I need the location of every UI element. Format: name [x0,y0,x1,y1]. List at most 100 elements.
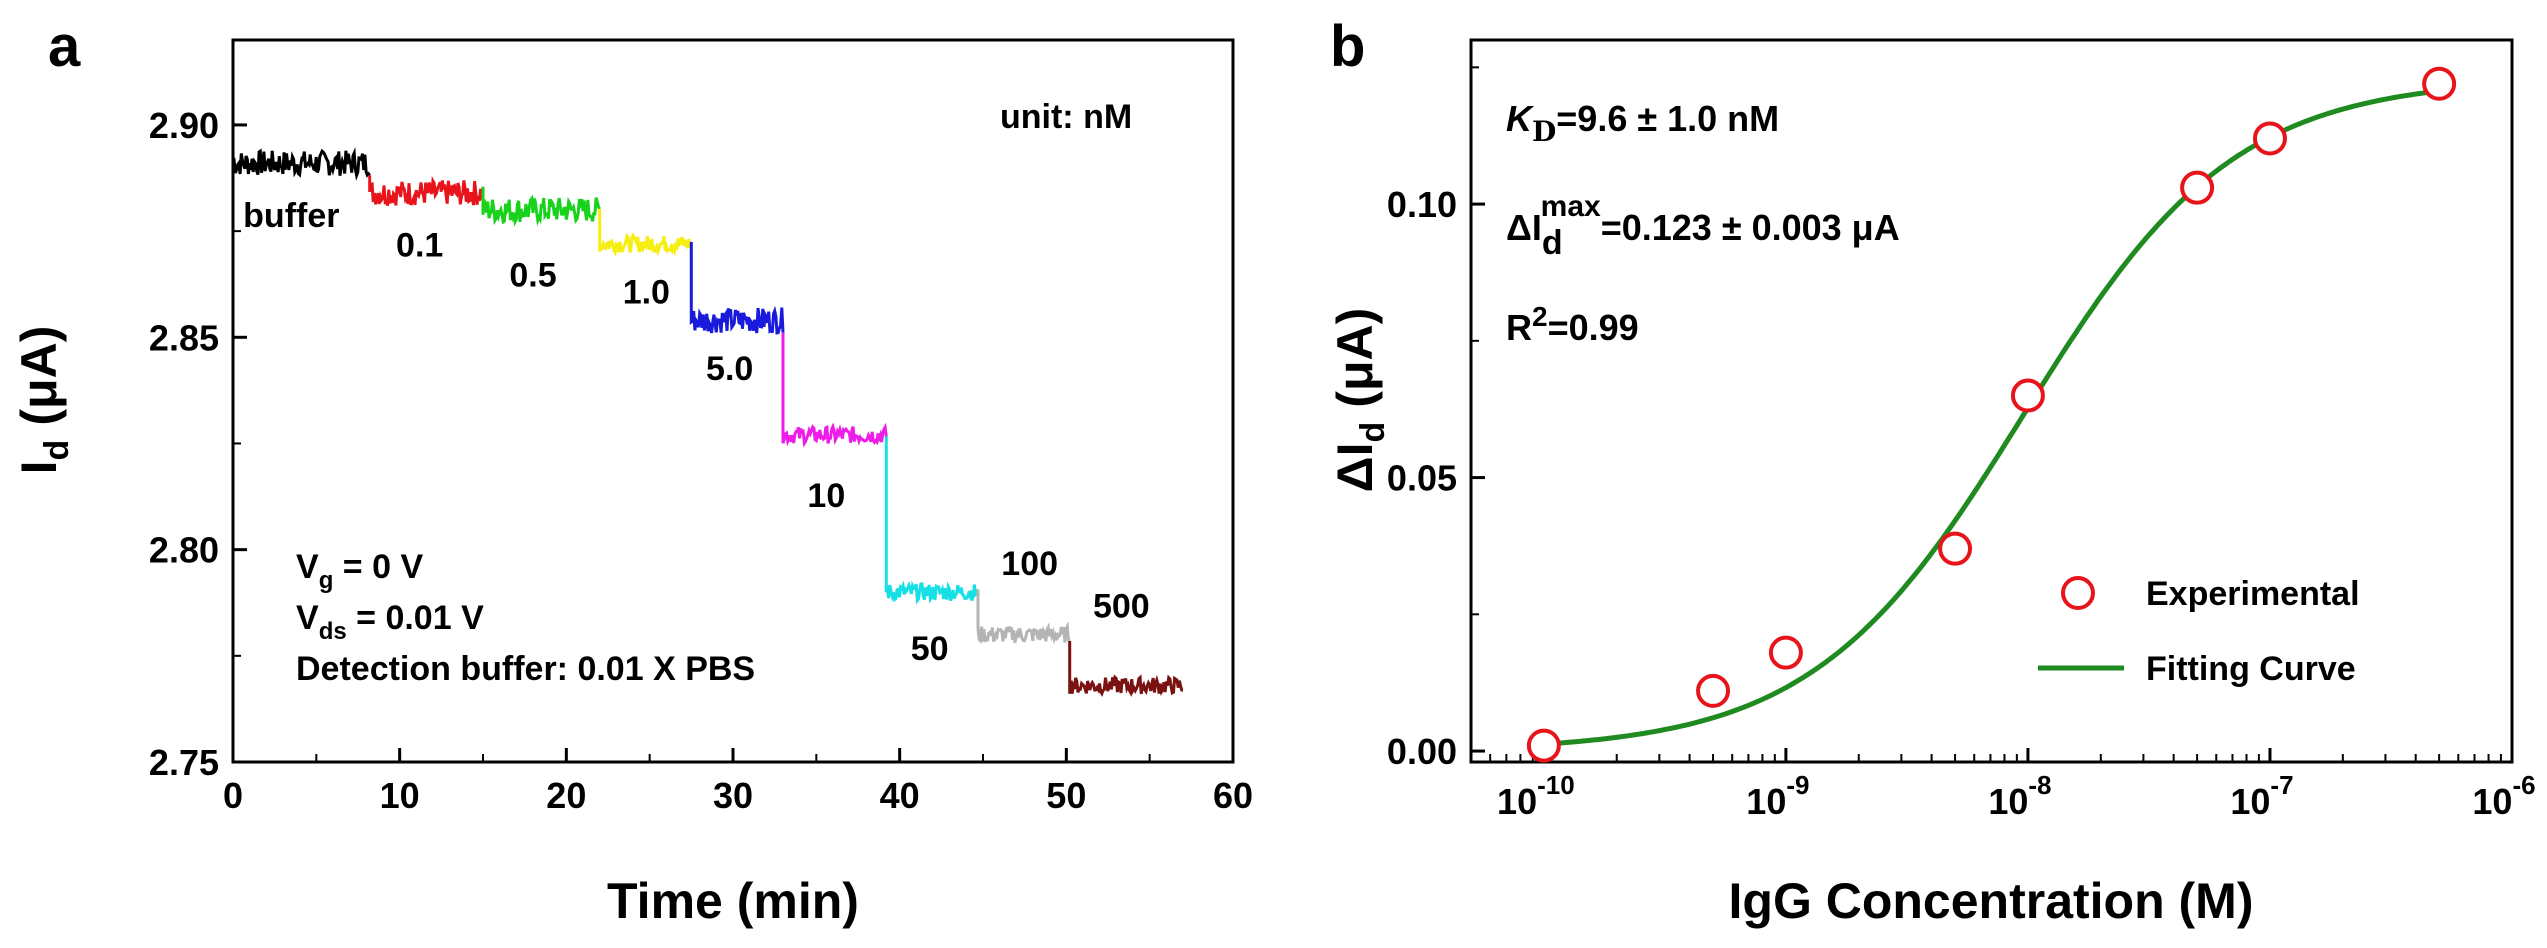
x-tick-label: 10-10 [1497,770,1575,822]
series-line-7 [976,589,1071,645]
panel-a-series [231,147,1184,698]
series-line-3 [598,208,693,257]
concentration-label: buffer [243,197,339,235]
concentration-label: 50 [911,630,949,668]
legend-fit-label: Fitting Curve [2146,650,2356,688]
experimental-point [1696,673,1731,708]
y-tick-label: 2.90 [149,105,219,146]
concentration-label: 0.1 [396,227,443,265]
experimental-point [2180,170,2215,205]
series-line-5 [781,332,888,448]
x-tick-label: 60 [1213,775,1253,816]
experimental-point [1938,531,1973,566]
r2-superscript: 2 [1532,301,1548,332]
experimental-point [2010,378,2045,413]
y-tick-label: 2.75 [149,742,219,783]
experimental-point [1526,728,1561,763]
concentration-label: 100 [1001,545,1058,583]
imax-value: =0.123 ± 0.003 μA [1601,207,1900,248]
experimental-point [1768,635,1803,670]
y-tick-label: 0.05 [1387,458,1457,499]
y-tick-label: 2.80 [149,530,219,571]
condition-line: Vds = 0.01 V [296,599,484,645]
condition-sub: ds [319,618,347,645]
x-tick-exp: -7 [2270,770,2293,800]
kd-value: =9.6 ± 1.0 nM [1556,98,1779,139]
panel-b-y-title-sub: d [1354,422,1392,443]
x-tick-label: 20 [546,775,586,816]
panel-a: a 0 10 20 30 40 50 60 2.75 2.80 2.85 2.90 buffer 0… [11,14,1253,929]
panel-b-letter: b [1330,14,1365,79]
imax-superscript: max [1541,190,1601,223]
panel-b-annotations: KD=9.6 ± 1.0 nM ΔIdmax=0.123 ± 0.003 μA … [1506,98,1900,348]
panel-a-concentration-labels: buffer 0.1 0.5 1.0 5.0 10 50 100 500 [243,197,1150,668]
experimental-point [2252,121,2287,156]
x-tick-label: 50 [1046,775,1086,816]
r2-annotation: R2=0.99 [1506,301,1639,348]
concentration-label: 0.5 [509,256,556,294]
x-tick-label: 10-9 [1746,770,1809,822]
imax-symbol: ΔI [1506,207,1542,248]
panel-b-y-axis-title: ΔId (μA) [1327,308,1392,493]
y-tick-label: 2.85 [149,317,219,358]
panel-a-y-ticks: 2.75 2.80 2.85 2.90 [149,105,247,783]
legend-experimental-marker [2061,576,2095,610]
panel-b-x-ticks: 10-10 10-9 10-8 10-7 10-6 [1489,748,2536,822]
condition-sub: g [319,567,334,594]
panel-b-points [1526,66,2457,763]
y-tick-label: 0.00 [1387,731,1457,772]
kd-annotation: KD=9.6 ± 1.0 nM [1506,98,1779,148]
fitting-curve [1543,88,2440,747]
x-tick-label: 0 [223,775,243,816]
panel-a-x-axis-title: Time (min) [607,873,859,929]
series-line-2 [481,186,601,227]
panel-b-y-ticks: 0.00 0.05 0.10 [1387,66,1485,772]
condition-line: Detection buffer: 0.01 X PBS [296,650,755,688]
x-tick-label: 10-6 [2472,770,2535,822]
series-line-4 [689,241,785,335]
r2-value: =0.99 [1548,307,1639,348]
imax-annotation: ΔIdmax=0.123 ± 0.003 μA [1506,190,1900,262]
x-tick-exp: -8 [2028,770,2051,800]
x-tick-base: 10 [1988,781,2028,822]
concentration-label: 1.0 [623,273,670,311]
panel-b-y-title-unit: (μA) [1327,308,1383,408]
condition-line: Vg = 0 V [296,548,423,594]
panel-a-y-axis-title: Id (μA) [11,326,76,475]
x-tick-label: 40 [880,775,920,816]
legend-experimental-label: Experimental [2146,575,2360,613]
legend: Experimental Fitting Curve [2038,575,2360,688]
r2-symbol: R [1506,307,1532,348]
condition-rest: = 0 V [333,548,423,586]
panel-a-letter: a [48,14,81,79]
panel-a-y-title-main: I [11,460,67,474]
x-tick-base: 10 [1746,781,1786,822]
condition-main: V [296,599,319,637]
concentration-label: 10 [807,477,845,515]
panel-a-x-ticks: 0 10 20 30 40 50 60 [223,748,1253,816]
x-tick-exp: -6 [2512,770,2535,800]
panel-b-x-axis-title: IgG Concentration (M) [1729,873,2254,929]
panel-b-y-title-main: ΔI [1327,442,1383,492]
condition-main: Detection buffer: 0.01 X PBS [296,650,755,688]
x-tick-base: 10 [2230,781,2270,822]
x-tick-label: 10-8 [1988,770,2051,822]
series-line-8 [1068,641,1184,698]
condition-rest: = 0.01 V [347,599,484,637]
imax-subscript: d [1542,224,1563,262]
series-line-0 [231,147,371,181]
series-line-1 [368,175,485,207]
panel-b-frame [1469,38,2514,764]
x-tick-label: 30 [713,775,753,816]
concentration-label: 500 [1093,588,1150,626]
concentration-label: 5.0 [706,350,753,388]
panel-a-conditions: Vg = 0 V Vds = 0.01 V Detection buffer: 0.… [296,548,755,688]
x-tick-base: 10 [2472,781,2512,822]
panel-a-y-title-sub: d [38,440,76,461]
x-tick-exp: -10 [1537,770,1575,800]
panel-a-y-title-unit: (μA) [11,326,67,426]
series-line-6 [884,436,980,605]
panel-b: b 10-10 10-9 10-8 10-7 10-6 0.000.050.10 KD=… [1327,14,2536,929]
x-tick-base: 10 [1497,781,1537,822]
